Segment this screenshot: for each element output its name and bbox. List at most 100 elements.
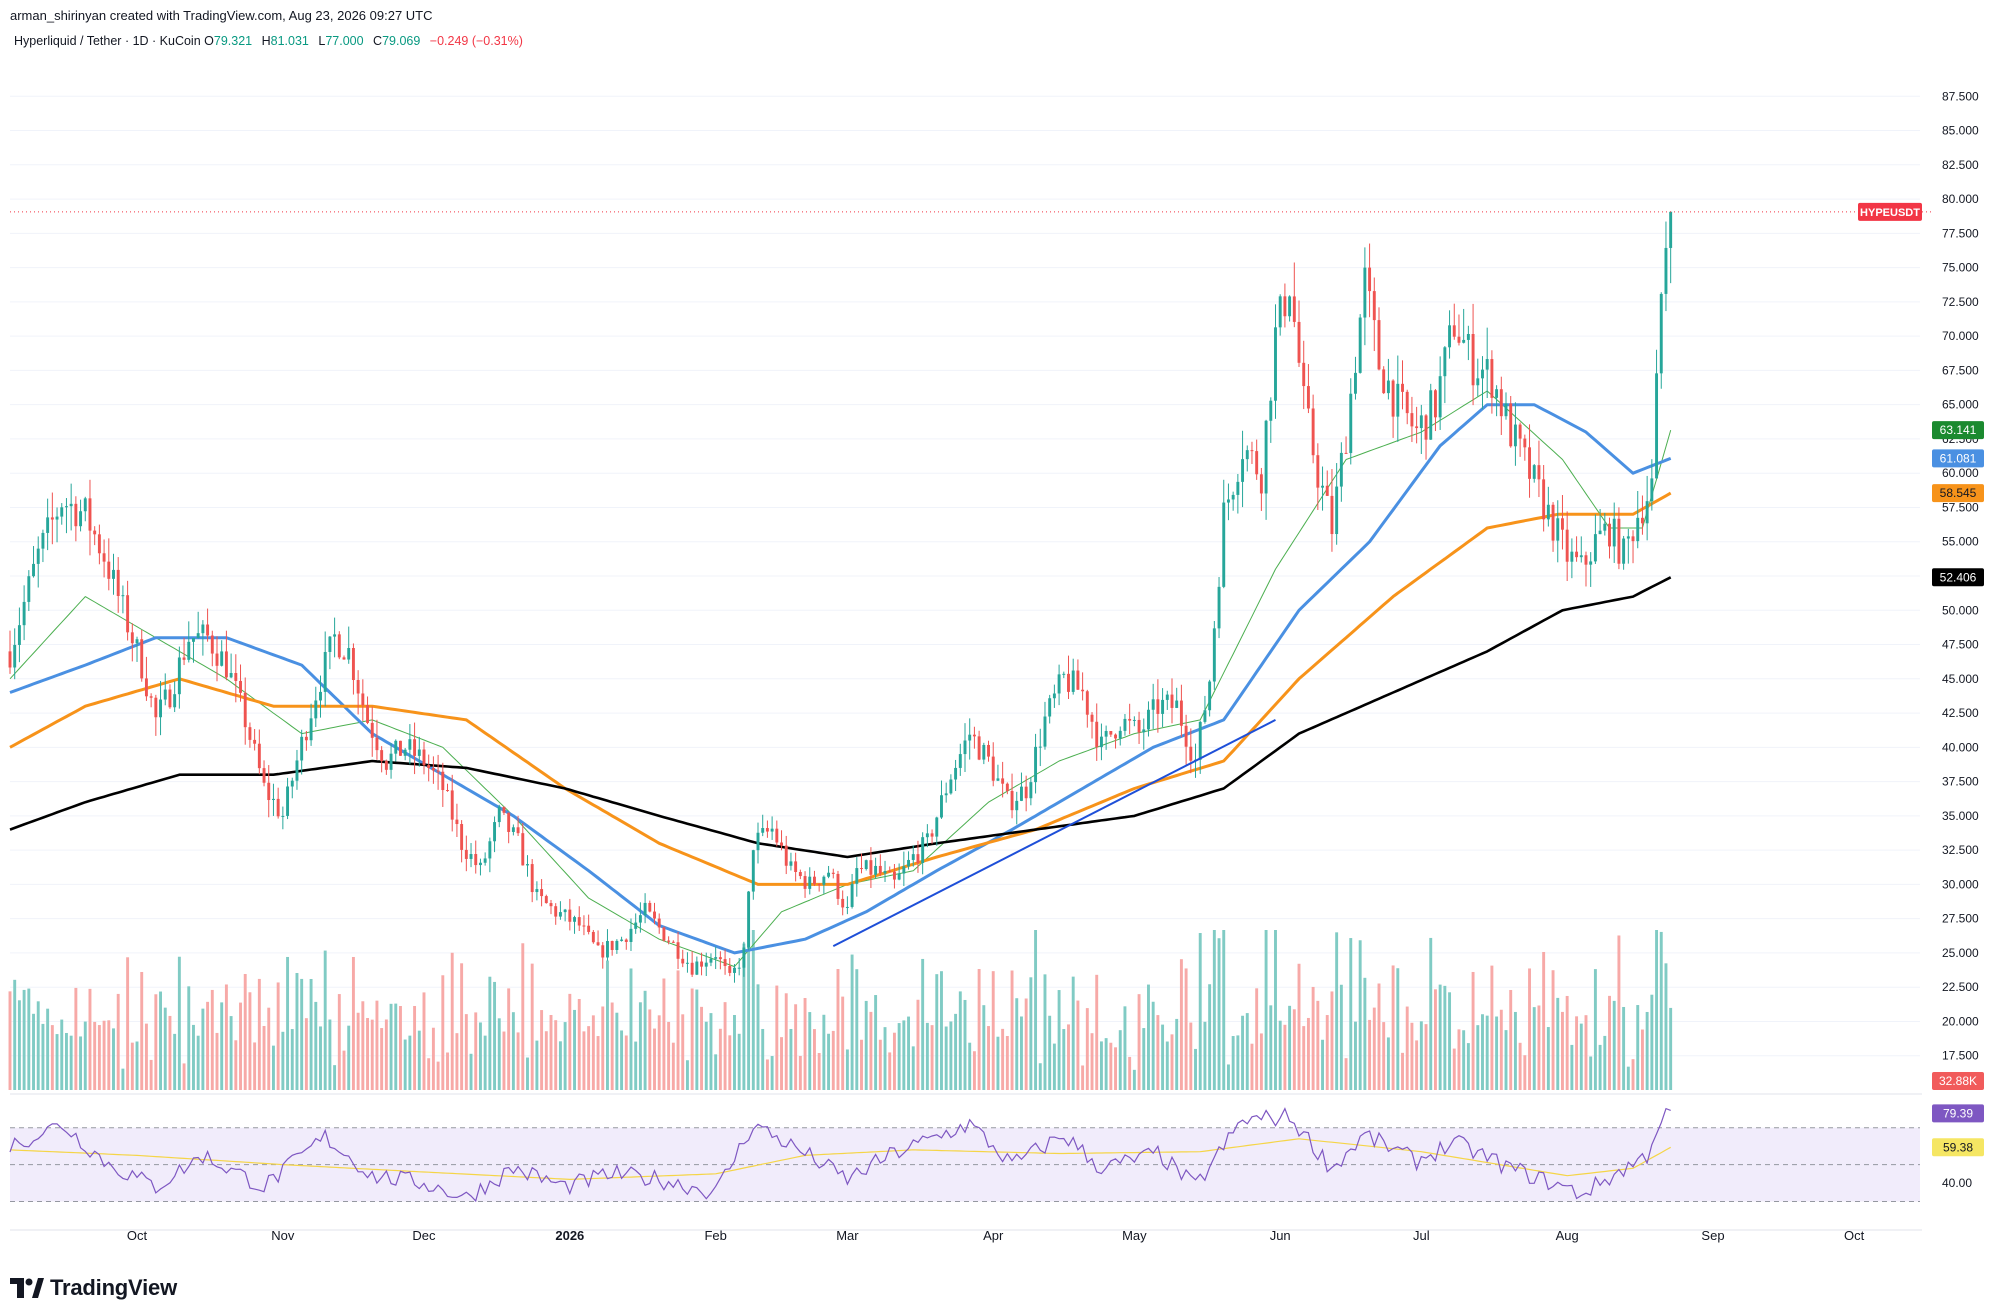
volume-bar <box>93 1021 97 1090</box>
candle-body <box>695 961 699 975</box>
volume-bar <box>1664 963 1668 1090</box>
volume-bar <box>182 1063 186 1090</box>
volume-bar <box>667 1021 671 1090</box>
candle-body <box>676 942 680 959</box>
volume-bar <box>831 1030 835 1090</box>
candle-body <box>1137 719 1141 733</box>
candle-body <box>930 833 934 837</box>
volume-bar <box>13 979 17 1090</box>
volume-bar <box>629 968 633 1090</box>
volume-bar <box>940 971 943 1090</box>
ma50-badge: 61.081 <box>1932 449 1984 468</box>
volume-bar <box>337 994 341 1090</box>
volume-bar <box>1283 1024 1287 1090</box>
volume-bar <box>431 1027 435 1090</box>
candle-body <box>1109 731 1113 735</box>
candle-body <box>836 873 840 899</box>
volume-bar <box>1584 1015 1588 1090</box>
volume-bar <box>239 1002 242 1090</box>
candle-body <box>1245 450 1249 460</box>
candle-body <box>1034 746 1038 783</box>
candle-body <box>154 697 158 718</box>
volume-bar <box>1391 965 1395 1090</box>
candle-body <box>944 793 948 796</box>
volume-bar <box>135 1041 139 1090</box>
candle-body <box>1424 415 1428 440</box>
candle-body <box>1236 481 1240 495</box>
volume-bar <box>1076 1000 1080 1090</box>
candle-body <box>493 822 497 842</box>
tradingview-brand[interactable]: TradingView <box>10 1275 177 1301</box>
candle-body <box>1274 327 1277 401</box>
volume-bar <box>1640 1029 1644 1090</box>
candle-body <box>1005 783 1009 791</box>
ma100-line <box>9 491 1672 886</box>
symbol-legend[interactable]: Hyperliquid / Tether · 1D · KuCoin O79.3… <box>14 34 523 48</box>
time-tick-label: Feb <box>704 1228 726 1243</box>
volume-bar <box>497 1018 501 1090</box>
volume-bar <box>309 978 313 1090</box>
volume-bar <box>714 1054 718 1090</box>
candle-body <box>243 692 247 728</box>
candle-body <box>182 657 186 660</box>
candle-body <box>1024 786 1028 799</box>
volume-bar <box>577 998 581 1090</box>
volume-bar <box>144 1023 148 1090</box>
candle-body <box>474 854 478 866</box>
candle-body <box>1128 718 1132 721</box>
volume-bar <box>300 978 304 1090</box>
volume-bar <box>474 1012 478 1090</box>
volume-bar <box>380 1028 384 1090</box>
volume-bar <box>1438 984 1442 1090</box>
candle-body <box>36 548 40 564</box>
time-tick-label: 2026 <box>555 1228 584 1243</box>
volume-bar <box>765 1059 769 1090</box>
candle-body <box>351 648 355 681</box>
volume-bar <box>620 1030 624 1090</box>
volume-bar <box>657 1015 661 1090</box>
candle-body <box>403 749 407 756</box>
candle-body <box>253 739 257 744</box>
volume-bar <box>483 1035 487 1090</box>
candle-body <box>1598 530 1602 535</box>
volume-bar <box>1151 1001 1155 1090</box>
candle-body <box>1495 389 1499 398</box>
price-tick-label: 30.000 <box>1942 877 1979 891</box>
candle-body <box>803 876 807 889</box>
candle-body <box>347 648 351 660</box>
candle-body <box>342 657 346 660</box>
symbol-name: Hyperliquid / Tether · 1D · KuCoin <box>14 34 201 48</box>
candle-body <box>1095 721 1099 748</box>
candle-body <box>1250 450 1254 452</box>
volume-bar <box>1019 1016 1023 1090</box>
volume-bar <box>422 992 426 1090</box>
volume-bar <box>403 1039 407 1090</box>
rsi-level-label: 40.00 <box>1942 1176 1972 1190</box>
candle-body <box>502 806 506 813</box>
volume-bar <box>836 969 840 1090</box>
time-tick-label: Aug <box>1556 1228 1579 1243</box>
volume-bar <box>1278 1020 1282 1090</box>
volume-bar <box>902 1020 906 1090</box>
candle-body <box>1579 555 1583 558</box>
candle-body <box>869 860 873 875</box>
volume-bar <box>1109 1042 1113 1090</box>
candle-body <box>337 634 341 658</box>
candle-body <box>1052 693 1056 699</box>
price-tick-label: 45.000 <box>1942 672 1979 686</box>
candle-body <box>1368 267 1372 292</box>
time-tick-label: Nov <box>271 1228 295 1243</box>
volume-bar <box>192 1024 195 1090</box>
rsi-value-badge: 79.39 <box>1932 1104 1984 1123</box>
volume-bar <box>1354 1021 1357 1090</box>
volume-bar <box>596 1036 600 1090</box>
candle-body <box>1142 729 1146 733</box>
candle-body <box>1523 438 1527 448</box>
rsi-line <box>9 1107 1671 1203</box>
volume-bar <box>1245 1013 1249 1090</box>
candle-body <box>286 786 290 816</box>
volume-badge: 32.88K <box>1932 1072 1984 1090</box>
candle-body <box>714 957 718 959</box>
rsi-ma-badge-bg <box>1932 1138 1984 1157</box>
